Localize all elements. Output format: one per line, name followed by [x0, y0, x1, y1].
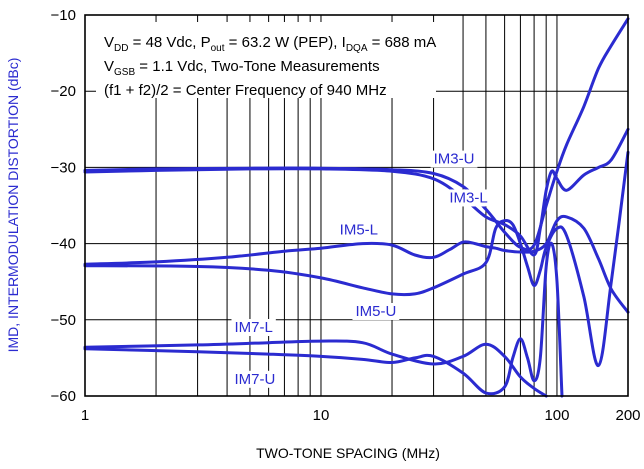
- series-line-im7-u: [83, 241, 564, 398]
- x-tick-label: 100: [544, 407, 569, 424]
- tick-labels: 1 10 100 200 −10 −20 −30 −40 −50 −60: [51, 7, 641, 424]
- series-label-group-im3-l: IM3-L: [446, 189, 491, 207]
- y-tick-label: −10: [51, 7, 76, 24]
- y-tick-label: −30: [51, 159, 76, 176]
- note-text: = 63.2 W (PEP), I: [225, 34, 346, 51]
- series-lines: [83, 17, 630, 398]
- y-tick-label: −60: [51, 388, 76, 405]
- series-label-group-im7-u: IM7-U: [231, 370, 279, 388]
- series-label-bg: [352, 302, 400, 320]
- y-tick-label: −40: [51, 236, 76, 253]
- y-tick-label: −50: [51, 312, 76, 329]
- note-text: = 1.1 Vdc, Two-Tone Measurements: [135, 58, 379, 75]
- series-label-group-im3-u: IM3-U: [430, 150, 478, 168]
- notes-background: [96, 22, 436, 98]
- note-text: V: [104, 34, 114, 51]
- series-line-im5-l: [83, 214, 630, 314]
- series-label-bg: [231, 370, 279, 388]
- note-text: (f1 + f2)/2 = Center Frequency of 940 MH…: [104, 82, 387, 99]
- note-text: V: [104, 58, 114, 75]
- series-line-im7-l: [83, 339, 548, 398]
- series-label-bg: [446, 189, 491, 207]
- note-subscript: GSB: [114, 67, 135, 78]
- note-subscript: DD: [114, 43, 128, 54]
- series-label-im7-u: IM7-U: [234, 371, 275, 388]
- conditions-note-line-3: (f1 + f2)/2 = Center Frequency of 940 MH…: [104, 82, 387, 99]
- y-axis-title: IMD, INTERMODULATION DISTORTION (dBc): [5, 58, 21, 353]
- note-subscript: DQA: [346, 43, 368, 54]
- note-text: = 48 Vdc, P: [128, 34, 210, 51]
- series-line-im5-u: [83, 150, 630, 368]
- x-tick-label: 1: [81, 407, 89, 424]
- series-label-im5-l: IM5-L: [340, 221, 378, 238]
- note-text: = 688 mA: [367, 34, 436, 51]
- conditions-note-line-2: VGSB = 1.1 Vdc, Two-Tone Measurements: [104, 58, 380, 78]
- conditions-note-line-1: VDD = 48 Vdc, Pout = 63.2 W (PEP), IDQA …: [104, 34, 436, 54]
- plot-frame: [84, 14, 629, 397]
- series-label-bg: [231, 318, 276, 336]
- series-label-bg: [336, 221, 382, 239]
- series-label-group-im7-l: IM7-L: [231, 318, 276, 336]
- x-tick-label: 10: [313, 407, 330, 424]
- conditions-notes: VDD = 48 Vdc, Pout = 63.2 W (PEP), IDQA …: [96, 22, 436, 99]
- series-labels: IM3-U IM3-L IM5-L IM5-U IM7-L IM7-U: [231, 150, 491, 388]
- y-tick-label: −20: [51, 83, 76, 100]
- note-subscript: out: [211, 43, 225, 54]
- series-label-im7-l: IM7-L: [234, 319, 272, 336]
- series-label-im3-l: IM3-L: [449, 189, 487, 206]
- x-tick-label: 200: [615, 407, 640, 424]
- series-label-group-im5-l: IM5-L: [336, 221, 382, 239]
- series-label-bg: [430, 150, 478, 168]
- x-axis-title: TWO-TONE SPACING (MHz): [256, 445, 440, 461]
- series-line-im3-l: [83, 127, 630, 257]
- series-label-im5-u: IM5-U: [355, 303, 396, 320]
- series-label-im3-u: IM3-U: [434, 151, 475, 168]
- series-label-group-im5-u: IM5-U: [352, 302, 400, 320]
